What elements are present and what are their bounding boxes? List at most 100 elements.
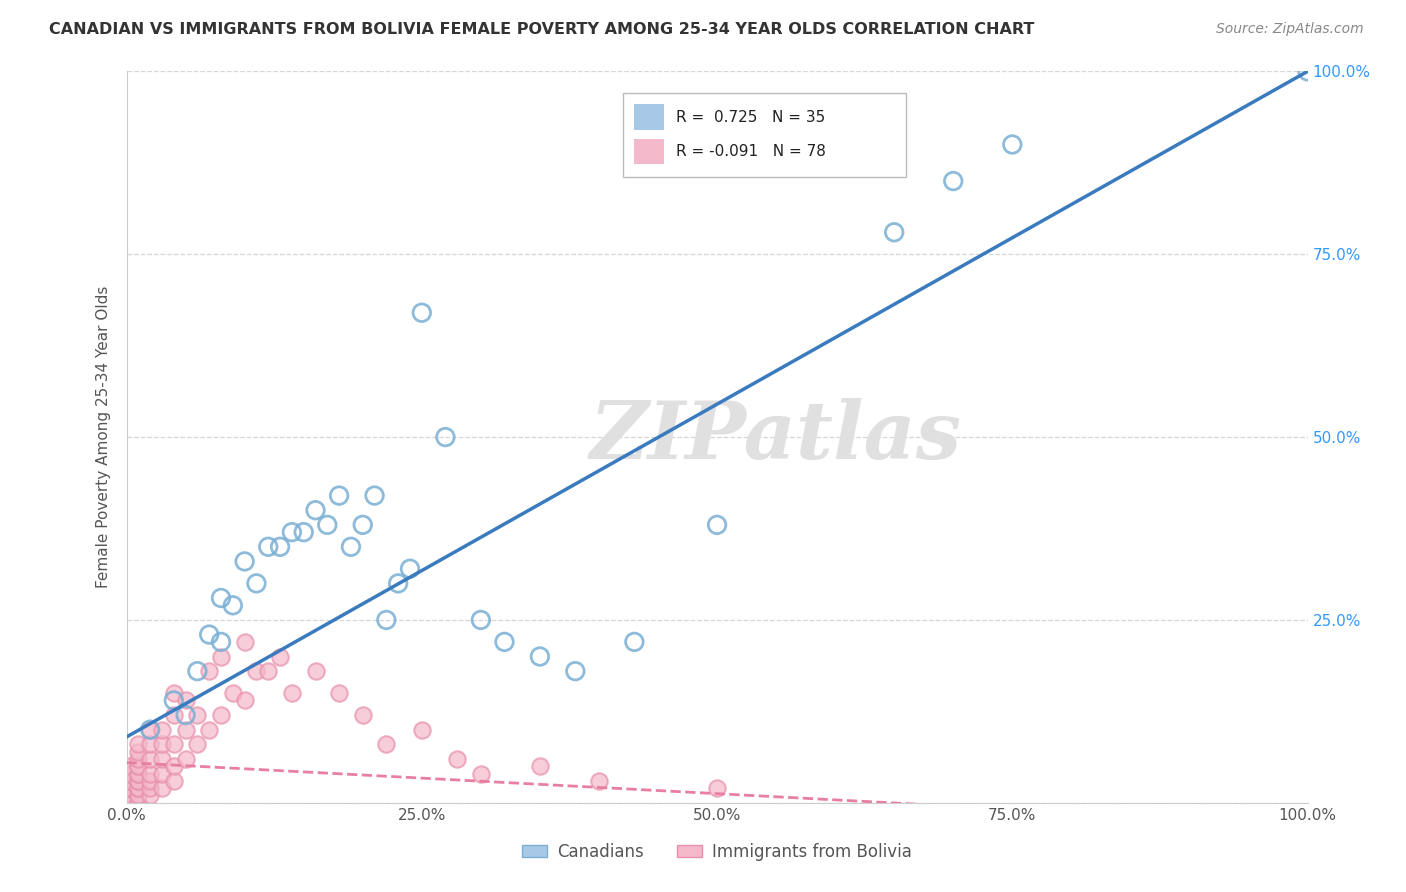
Point xyxy=(399,562,422,576)
Text: CANADIAN VS IMMIGRANTS FROM BOLIVIA FEMALE POVERTY AMONG 25-34 YEAR OLDS CORRELA: CANADIAN VS IMMIGRANTS FROM BOLIVIA FEMA… xyxy=(49,22,1035,37)
Point xyxy=(127,796,149,810)
Point xyxy=(1296,64,1319,78)
Point xyxy=(127,781,149,796)
Point xyxy=(115,781,138,796)
Point xyxy=(127,773,149,788)
Point xyxy=(163,773,186,788)
Point xyxy=(150,737,173,751)
Point xyxy=(257,540,280,554)
Point xyxy=(174,723,197,737)
Point xyxy=(163,693,186,707)
Point xyxy=(564,664,586,678)
FancyBboxPatch shape xyxy=(634,104,664,130)
Point xyxy=(198,627,221,641)
Point xyxy=(139,773,162,788)
Text: Source: ZipAtlas.com: Source: ZipAtlas.com xyxy=(1216,22,1364,37)
Point xyxy=(198,664,221,678)
Point xyxy=(174,693,197,707)
Point xyxy=(269,540,291,554)
Point xyxy=(115,789,138,803)
Point xyxy=(281,525,304,540)
Point xyxy=(494,635,516,649)
Point xyxy=(375,737,398,751)
Point xyxy=(233,693,256,707)
Point xyxy=(186,664,208,678)
Point xyxy=(328,686,350,700)
Point xyxy=(163,737,186,751)
Point xyxy=(115,796,138,810)
FancyBboxPatch shape xyxy=(634,138,664,164)
Point xyxy=(115,796,138,810)
Point xyxy=(127,789,149,803)
Point xyxy=(245,576,267,591)
Point xyxy=(127,745,149,759)
Point xyxy=(115,766,138,780)
FancyBboxPatch shape xyxy=(623,94,905,178)
Point xyxy=(883,225,905,239)
Point xyxy=(115,789,138,803)
Point xyxy=(127,789,149,803)
Point xyxy=(139,737,162,751)
Point xyxy=(706,781,728,796)
Point xyxy=(127,796,149,810)
Point xyxy=(352,517,374,532)
Point xyxy=(529,759,551,773)
Point xyxy=(115,781,138,796)
Point xyxy=(222,686,245,700)
Point xyxy=(446,752,468,766)
Point xyxy=(115,773,138,788)
Point xyxy=(150,752,173,766)
Point xyxy=(139,789,162,803)
Legend: Canadians, Immigrants from Bolivia: Canadians, Immigrants from Bolivia xyxy=(516,837,918,868)
Point xyxy=(139,723,162,737)
Point xyxy=(340,540,363,554)
Point xyxy=(588,773,610,788)
Point xyxy=(127,766,149,780)
Text: ZIPatlas: ZIPatlas xyxy=(591,399,962,475)
Point xyxy=(139,752,162,766)
Point xyxy=(115,789,138,803)
Point xyxy=(127,766,149,780)
Point xyxy=(434,430,457,444)
Point xyxy=(150,781,173,796)
Point xyxy=(375,613,398,627)
Point xyxy=(115,766,138,780)
Point xyxy=(150,766,173,780)
Point xyxy=(115,796,138,810)
Point xyxy=(115,781,138,796)
Point xyxy=(115,796,138,810)
Point xyxy=(163,708,186,723)
Point xyxy=(115,789,138,803)
Point xyxy=(198,723,221,737)
Point xyxy=(623,635,645,649)
Point xyxy=(316,517,339,532)
Point xyxy=(411,306,433,320)
Point xyxy=(139,766,162,780)
Point xyxy=(115,796,138,810)
Point xyxy=(304,664,326,678)
Point xyxy=(115,759,138,773)
Point xyxy=(186,708,208,723)
Point xyxy=(470,766,492,780)
Point xyxy=(269,649,291,664)
Point xyxy=(209,635,232,649)
Point xyxy=(222,599,245,613)
Point xyxy=(292,525,315,540)
Point xyxy=(706,517,728,532)
Text: R =  0.725   N = 35: R = 0.725 N = 35 xyxy=(676,110,825,125)
Point xyxy=(127,752,149,766)
Point xyxy=(209,649,232,664)
Point xyxy=(127,759,149,773)
Point xyxy=(174,708,197,723)
Point xyxy=(257,664,280,678)
Point xyxy=(233,635,256,649)
Point xyxy=(127,759,149,773)
Point xyxy=(163,686,186,700)
Point xyxy=(363,489,385,503)
Point xyxy=(233,554,256,568)
Point xyxy=(115,773,138,788)
Point xyxy=(470,613,492,627)
Point xyxy=(186,737,208,751)
Point xyxy=(942,174,965,188)
Y-axis label: Female Poverty Among 25-34 Year Olds: Female Poverty Among 25-34 Year Olds xyxy=(96,286,111,588)
